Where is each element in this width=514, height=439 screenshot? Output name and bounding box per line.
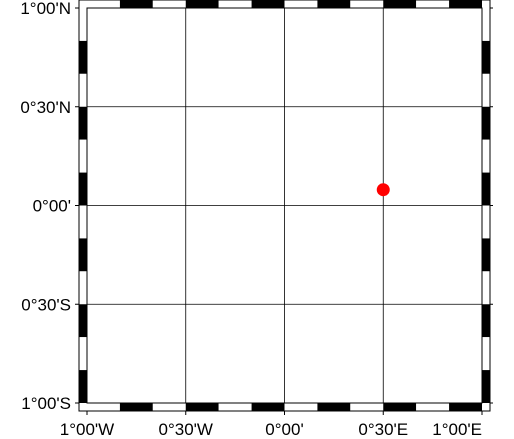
- frame-segment: [79, 370, 87, 403]
- frame-segment: [482, 106, 490, 140]
- frame-segment: [79, 172, 87, 206]
- frame-segment: [482, 73, 490, 107]
- y-tick-label: 0°30'N: [20, 98, 71, 117]
- frame-segment: [482, 370, 490, 403]
- y-tick-label: 1°00'N: [20, 0, 71, 18]
- frame-segment: [119, 0, 153, 8]
- frame-segment: [79, 304, 87, 338]
- frame-segment: [317, 403, 351, 411]
- frame-segment: [482, 8, 490, 41]
- frame-segment: [87, 0, 120, 8]
- frame-segment: [482, 205, 490, 239]
- frame-segment: [152, 403, 186, 411]
- frame-segment: [251, 403, 285, 411]
- frame-segment: [79, 106, 87, 140]
- frame-segment: [416, 403, 450, 411]
- frame-segment: [482, 271, 490, 305]
- frame-segment: [416, 0, 450, 8]
- frame-segment: [482, 40, 490, 74]
- data-points: [376, 183, 390, 197]
- data-point: [376, 183, 390, 197]
- frame-segment: [79, 40, 87, 74]
- frame-segment: [87, 403, 120, 411]
- frame-segment: [317, 0, 351, 8]
- x-tick-label: 1°00'E: [432, 420, 482, 439]
- frame-segment: [79, 205, 87, 239]
- y-tick-labels: 1°00'S 0°30'S 0°00' 0°30'N 1°00'N: [20, 0, 71, 413]
- frame-corner: [79, 0, 87, 8]
- frame-segment: [482, 337, 490, 371]
- frame-segment: [284, 403, 318, 411]
- frame-segment: [383, 403, 417, 411]
- frame-segment: [79, 139, 87, 173]
- frame-segment: [482, 139, 490, 173]
- x-tick-labels: 1°00'W 0°30'W 0°00' 0°30'E 1°00'E: [60, 420, 482, 439]
- frame-segment: [482, 172, 490, 206]
- frame-segment: [482, 304, 490, 338]
- frame-segment: [79, 8, 87, 41]
- y-tick-label: 0°00': [33, 197, 71, 216]
- frame-segment: [185, 0, 219, 8]
- frame-corner: [482, 0, 490, 8]
- frame-segment: [482, 238, 490, 272]
- frame-segment: [218, 0, 252, 8]
- frame-corner: [482, 403, 490, 411]
- frame-segment: [350, 403, 384, 411]
- frame-segment: [79, 238, 87, 272]
- frame-segment: [185, 403, 219, 411]
- frame-segment: [251, 0, 285, 8]
- frame-segment: [152, 0, 186, 8]
- y-tick-label: 0°30'S: [21, 295, 71, 314]
- frame-segment: [383, 0, 417, 8]
- x-tick-label: 1°00'W: [60, 420, 114, 439]
- frame-segment: [350, 0, 384, 8]
- frame-segment: [449, 403, 482, 411]
- frame-segment: [79, 271, 87, 305]
- frame-segment: [284, 0, 318, 8]
- frame-corner: [79, 403, 87, 411]
- frame-segment: [79, 337, 87, 371]
- x-tick-label: 0°00': [265, 420, 303, 439]
- frame-segment: [218, 403, 252, 411]
- x-tick-label: 0°30'W: [159, 420, 213, 439]
- frame-segment: [79, 73, 87, 107]
- graticule: [75, 7, 493, 415]
- frame-segment: [119, 403, 153, 411]
- frame-segment: [449, 0, 482, 8]
- x-tick-label: 0°30'E: [358, 420, 408, 439]
- y-tick-label: 1°00'S: [21, 394, 71, 413]
